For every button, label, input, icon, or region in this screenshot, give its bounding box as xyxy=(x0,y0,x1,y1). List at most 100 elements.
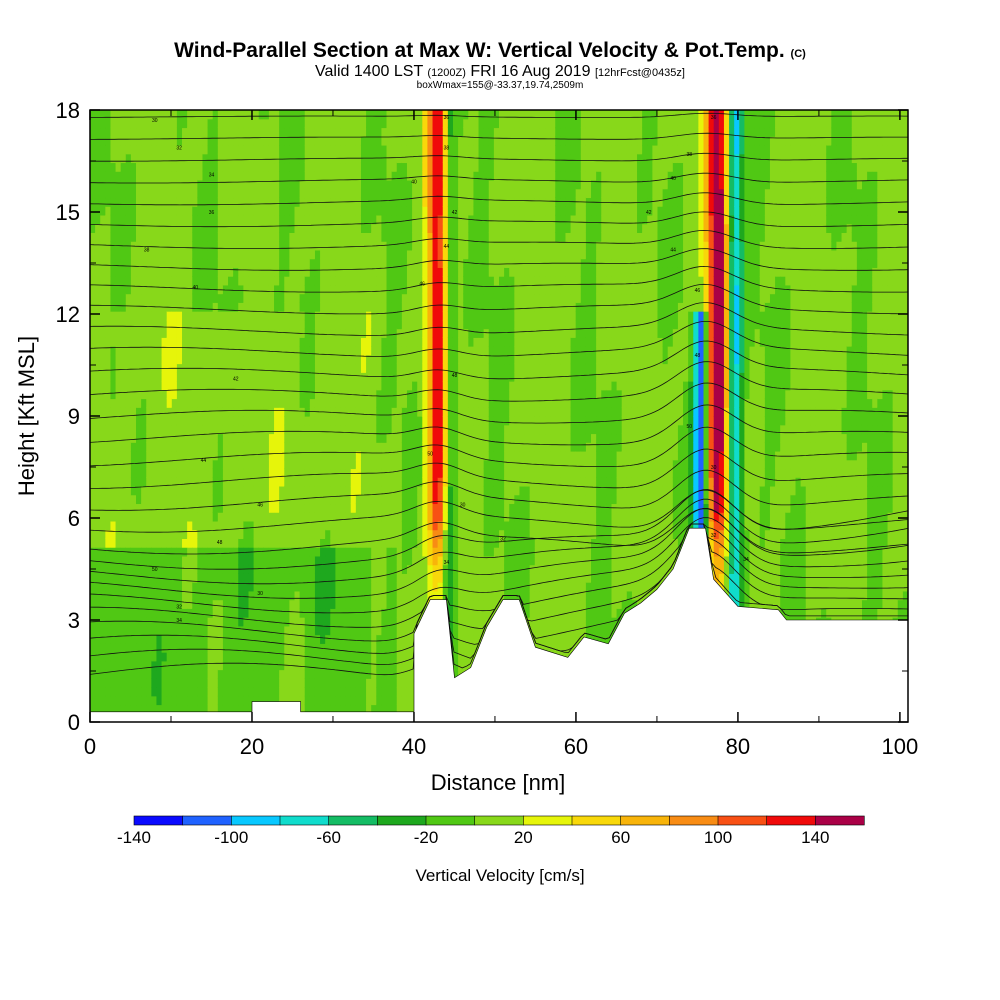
heatmap-cell xyxy=(263,643,270,653)
heatmap-cell xyxy=(197,354,204,365)
heatmap-cell xyxy=(381,302,388,312)
heatmap-cell xyxy=(422,512,429,522)
heatmap-cell xyxy=(376,346,383,356)
heatmap-cell xyxy=(182,582,188,592)
heatmap-cell xyxy=(130,363,137,373)
heatmap-cell xyxy=(386,398,393,408)
heatmap-cell xyxy=(437,555,444,566)
heatmap-cell xyxy=(222,206,229,216)
heatmap-cell xyxy=(340,564,347,574)
heatmap-cell xyxy=(355,520,362,531)
heatmap-cell xyxy=(182,389,188,400)
heatmap-cell xyxy=(146,381,152,391)
heatmap-cell xyxy=(105,695,112,706)
heatmap-cell xyxy=(401,398,408,408)
heatmap-cell xyxy=(335,669,342,679)
heatmap-cell xyxy=(125,319,132,330)
heatmap-cell xyxy=(294,162,301,172)
heatmap-cell xyxy=(187,416,193,426)
heatmap-cell xyxy=(314,118,321,129)
heatmap-cell xyxy=(360,110,367,120)
heatmap-cell xyxy=(381,363,388,373)
heatmap-cell xyxy=(161,634,168,644)
heatmap-cell xyxy=(279,293,285,303)
heatmap-cell xyxy=(335,564,342,574)
heatmap-cell xyxy=(233,407,239,417)
heatmap-cell xyxy=(432,188,439,199)
heatmap-cell xyxy=(355,337,362,347)
heatmap-cell xyxy=(406,704,413,714)
heatmap-cell xyxy=(412,223,418,233)
heatmap-cell xyxy=(146,241,152,251)
heatmap-cell xyxy=(136,258,142,268)
heatmap-cell xyxy=(187,468,193,478)
heatmap-cell xyxy=(100,687,106,697)
heatmap-cell xyxy=(340,267,347,277)
heatmap-cell xyxy=(136,538,142,548)
heatmap-cell xyxy=(427,214,434,225)
heatmap-cell xyxy=(406,512,413,522)
heatmap-cell xyxy=(422,372,429,382)
heatmap-cell xyxy=(212,153,219,164)
heatmap-cell xyxy=(335,599,342,609)
heatmap-cell xyxy=(110,529,117,539)
heatmap-cell xyxy=(151,127,158,137)
heatmap-cell xyxy=(401,590,408,601)
heatmap-cell xyxy=(314,564,321,574)
heatmap-cell xyxy=(386,407,393,417)
heatmap-cell xyxy=(325,529,331,539)
heatmap-cell xyxy=(146,687,152,697)
heatmap-cell xyxy=(222,162,229,172)
heatmap-cell xyxy=(325,660,331,671)
heatmap-cell xyxy=(192,337,198,347)
heatmap-cell xyxy=(263,127,270,137)
heatmap-cell xyxy=(105,354,112,365)
heatmap-cell xyxy=(100,311,106,321)
heatmap-cell xyxy=(202,555,209,566)
heatmap-cell xyxy=(401,407,408,417)
heatmap-cell xyxy=(161,328,168,338)
heatmap-cell xyxy=(146,153,152,164)
heatmap-cell xyxy=(284,179,290,190)
heatmap-cell xyxy=(274,337,280,347)
heatmap-cell xyxy=(161,485,168,496)
heatmap-cell xyxy=(263,337,270,347)
heatmap-cell xyxy=(90,311,96,321)
heatmap-cell xyxy=(309,337,316,347)
heatmap-cell xyxy=(248,468,255,478)
heatmap-cell xyxy=(406,407,413,417)
heatmap-cell xyxy=(151,442,158,452)
heatmap-cell xyxy=(187,547,193,557)
heatmap-cell xyxy=(294,555,301,566)
heatmap-cell xyxy=(299,590,306,601)
heatmap-cell xyxy=(427,573,434,583)
heatmap-cell xyxy=(243,529,250,539)
heatmap-cell xyxy=(355,363,362,373)
heatmap-cell xyxy=(125,110,132,120)
heatmap-cell xyxy=(314,354,321,365)
heatmap-cell xyxy=(381,127,388,137)
heatmap-cell xyxy=(294,118,301,129)
heatmap-cell xyxy=(136,687,142,697)
heatmap-cell xyxy=(391,171,398,181)
heatmap-cell xyxy=(120,188,127,199)
heatmap-cell xyxy=(105,643,112,653)
heatmap-cell xyxy=(187,564,193,574)
heatmap-cell xyxy=(100,398,106,408)
heatmap-cell xyxy=(325,267,331,277)
heatmap-cell xyxy=(217,206,224,216)
heatmap-cell xyxy=(182,450,188,461)
heatmap-cell xyxy=(422,424,429,435)
heatmap-cell xyxy=(176,337,183,347)
heatmap-cell xyxy=(166,381,173,391)
heatmap-cell xyxy=(130,520,137,531)
heatmap-cell xyxy=(412,477,418,487)
heatmap-cell xyxy=(386,564,393,574)
heatmap-cell xyxy=(432,389,439,400)
heatmap-cell xyxy=(207,258,214,268)
heatmap-cell xyxy=(381,232,388,242)
heatmap-cell xyxy=(100,660,106,671)
heatmap-cell xyxy=(366,162,372,172)
heatmap-cell xyxy=(228,503,234,513)
heatmap-cell xyxy=(197,599,204,609)
